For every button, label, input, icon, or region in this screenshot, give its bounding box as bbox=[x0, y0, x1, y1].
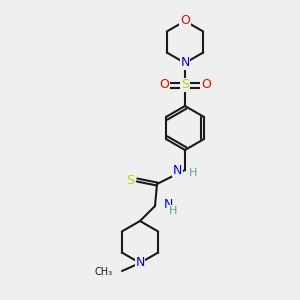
Text: O: O bbox=[201, 79, 211, 92]
Text: S: S bbox=[181, 79, 189, 92]
Text: N: N bbox=[180, 56, 190, 70]
Text: CH₃: CH₃ bbox=[95, 267, 113, 277]
Text: N: N bbox=[135, 256, 145, 269]
Text: O: O bbox=[180, 14, 190, 28]
Text: H: H bbox=[169, 206, 177, 216]
Text: H: H bbox=[189, 168, 197, 178]
Text: N: N bbox=[164, 197, 173, 211]
Text: N: N bbox=[172, 164, 182, 176]
Text: S: S bbox=[126, 173, 134, 187]
Text: O: O bbox=[159, 79, 169, 92]
